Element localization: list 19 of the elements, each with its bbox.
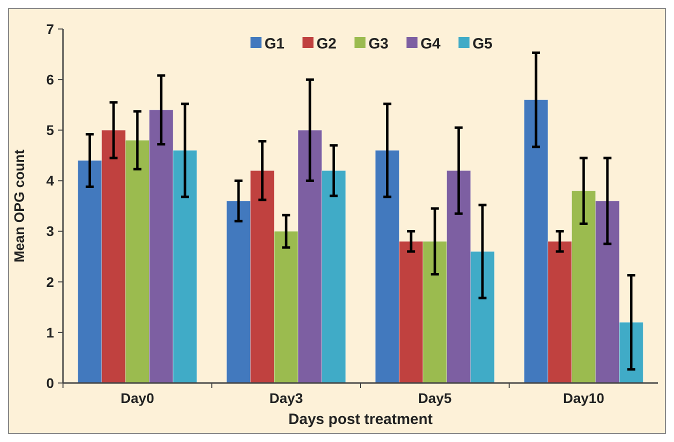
y-tick-label: 4 — [46, 172, 54, 189]
x-tick-label: Day3 — [269, 390, 304, 406]
legend-label: G5 — [472, 35, 493, 52]
x-tick-label: Day10 — [562, 390, 604, 406]
x-axis-title: Days post treatment — [288, 411, 433, 428]
y-tick-label: 3 — [46, 223, 54, 240]
y-axis-title: Mean OPG count — [11, 149, 27, 262]
x-tick-label: Day5 — [418, 390, 452, 406]
y-tick-label: 5 — [46, 122, 54, 138]
legend-label: G2 — [316, 35, 337, 52]
y-tick-label: 0 — [46, 374, 54, 391]
y-tick-label: 2 — [46, 274, 54, 290]
x-tick-label: Day0 — [120, 390, 154, 406]
legend-label: G1 — [264, 35, 285, 52]
y-tick-label: 1 — [46, 324, 54, 340]
y-tick-label: 7 — [46, 20, 54, 37]
legend-label: G4 — [420, 35, 442, 52]
y-tick-label: 6 — [46, 71, 54, 88]
legend-label: G3 — [368, 35, 389, 52]
